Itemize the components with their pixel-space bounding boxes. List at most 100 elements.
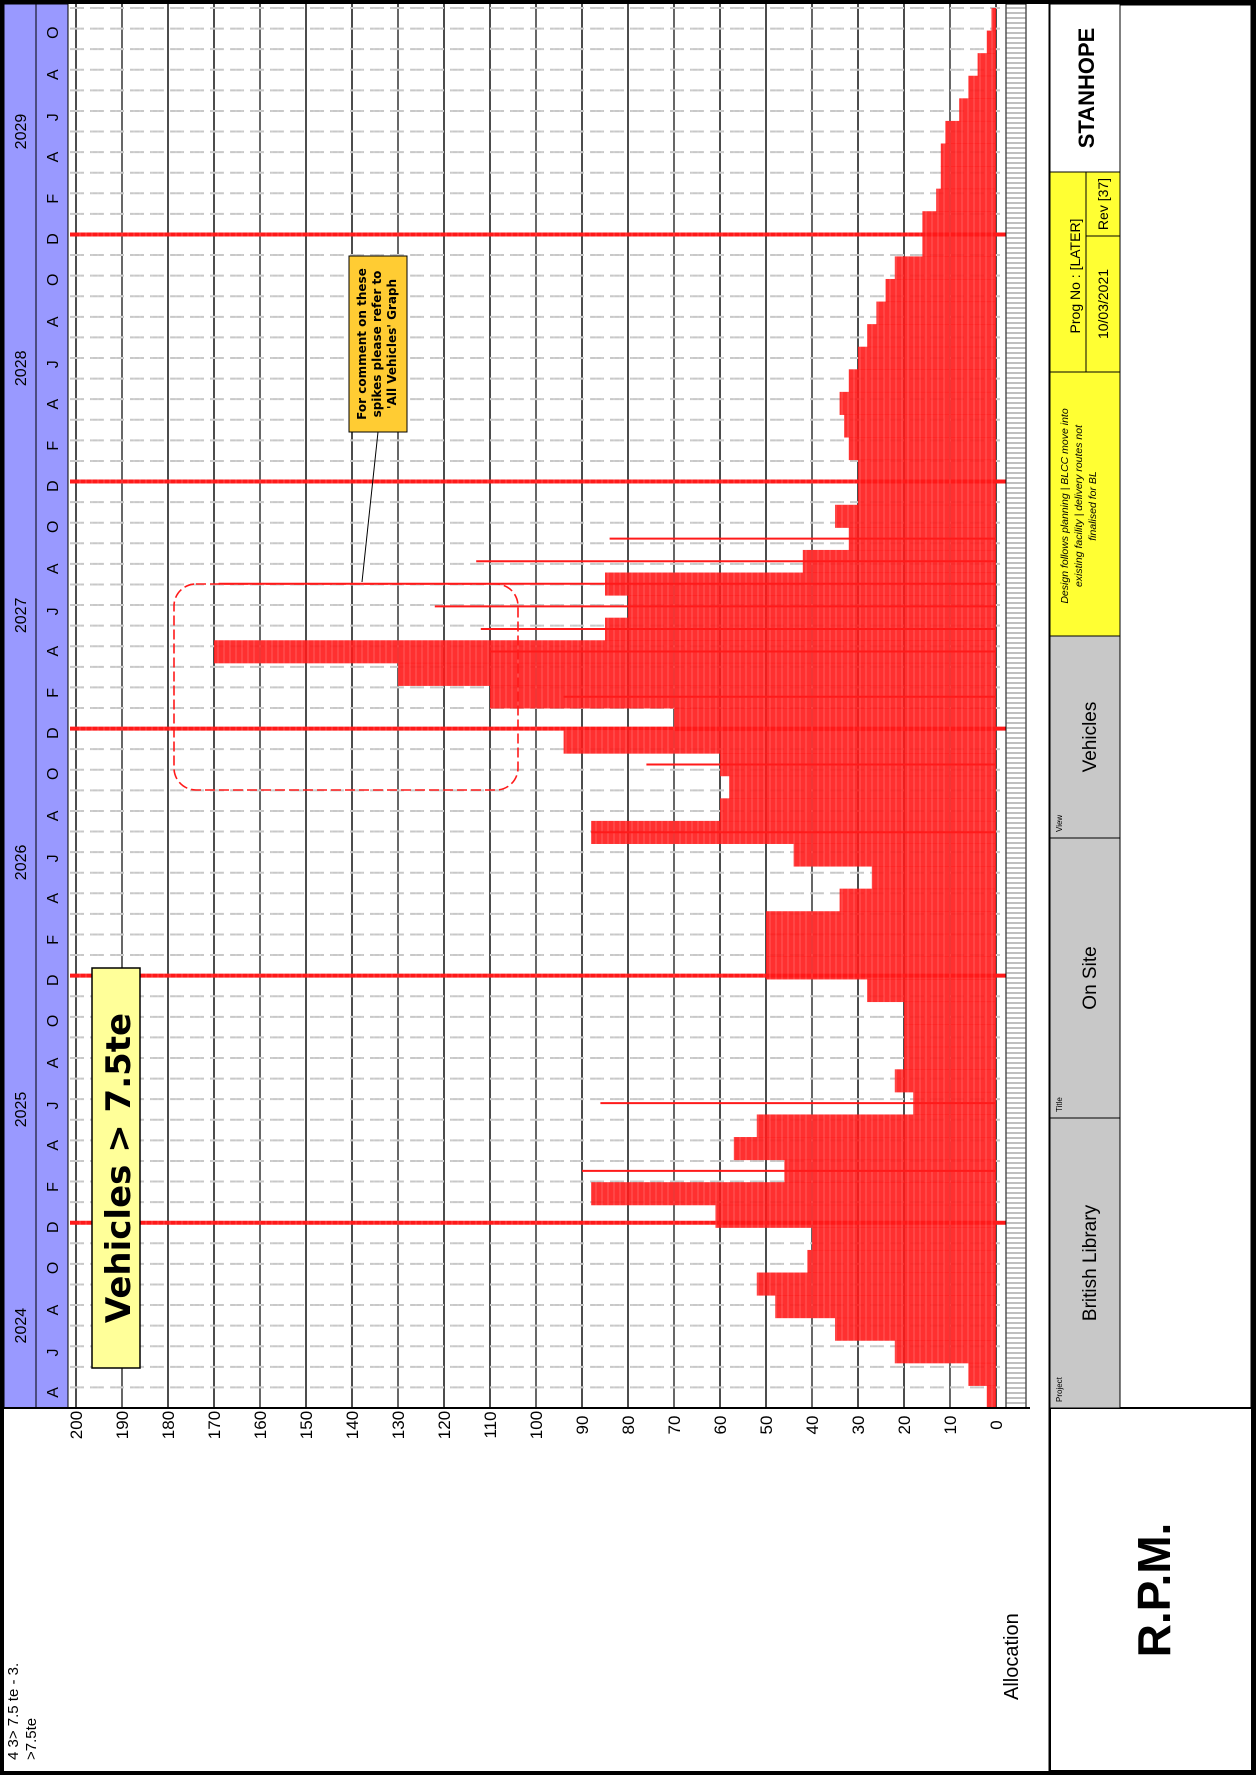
data-bar <box>766 933 996 957</box>
view-cell <box>1049 635 1121 839</box>
data-bar <box>922 233 996 257</box>
value-tick-label: 140 <box>343 1411 362 1439</box>
month-label: O <box>45 1262 62 1274</box>
data-bar <box>968 75 996 99</box>
legend-line-1: 4 3> 7.5 te - 3. <box>5 1663 22 1760</box>
data-bar <box>894 1340 996 1364</box>
data-bar <box>812 1227 996 1251</box>
data-bar <box>839 888 996 912</box>
data-bar <box>991 8 996 32</box>
month-label: F <box>45 688 62 698</box>
stanhope-logo: STANHOPE <box>1074 28 1099 149</box>
month-label: O <box>45 273 62 285</box>
data-bar <box>715 1204 996 1228</box>
value-tick-label: 50 <box>757 1416 776 1435</box>
data-bar <box>936 188 996 212</box>
value-tick-label: 200 <box>67 1411 86 1439</box>
month-label: A <box>45 1057 62 1068</box>
data-bar <box>894 256 996 280</box>
project-value: British Library <box>1080 1204 1101 1321</box>
month-label: J <box>45 1101 62 1109</box>
legend-line-2: >7.5te <box>23 1718 40 1760</box>
value-tick-label: 20 <box>895 1416 914 1435</box>
data-bar <box>729 775 996 799</box>
data-bar <box>835 504 996 528</box>
year-label: 2026 <box>13 845 30 881</box>
month-label: A <box>45 563 62 574</box>
month-label: A <box>45 1304 62 1315</box>
value-tick-label: 60 <box>711 1416 730 1435</box>
year-label: 2029 <box>13 114 30 150</box>
data-bar <box>945 120 996 144</box>
data-bar <box>858 482 996 506</box>
data-bar <box>977 53 996 77</box>
data-bar <box>858 459 996 483</box>
month-label: J <box>45 360 62 368</box>
data-bar <box>986 30 996 54</box>
view-caption: View <box>1055 815 1064 832</box>
data-bar <box>867 978 996 1003</box>
notes-text-line: existing facility | delivery routes not <box>1073 424 1085 587</box>
month-label: A <box>45 316 62 327</box>
data-bar <box>839 391 996 415</box>
month-label: F <box>45 935 62 945</box>
data-bar <box>844 414 996 438</box>
month-label: J <box>45 607 62 615</box>
month-label: F <box>45 1182 62 1192</box>
month-label: O <box>45 1015 62 1027</box>
month-label: D <box>45 974 62 986</box>
month-label: D <box>45 480 62 492</box>
data-bar <box>904 1024 996 1048</box>
callout-box <box>348 255 408 433</box>
title-value: On Site <box>1080 946 1101 1009</box>
data-bar <box>563 730 996 754</box>
prog-no: Prog No : [LATER] <box>1067 219 1083 334</box>
data-bar <box>867 324 996 348</box>
data-bar <box>720 798 996 822</box>
allocation-strip <box>1005 3 1027 1409</box>
value-tick-label: 120 <box>435 1411 454 1439</box>
data-bar <box>885 278 996 303</box>
data-bar <box>398 662 996 686</box>
notes-cell <box>1049 171 1121 637</box>
month-label: A <box>45 151 62 162</box>
data-bar <box>756 1114 996 1138</box>
data-bar <box>807 1249 996 1274</box>
logo-cell <box>1049 1407 1253 1772</box>
value-tick-label: 150 <box>297 1411 316 1439</box>
value-tick-label: 0 <box>987 1420 1006 1429</box>
data-bar <box>876 301 996 325</box>
month-label: A <box>45 646 62 657</box>
title-caption: Title <box>1055 1097 1064 1112</box>
revision: Rev [37] <box>1095 178 1111 230</box>
callout-text-line: spikes please refer to <box>370 271 384 418</box>
month-label: A <box>45 69 62 80</box>
month-label: A <box>45 398 62 409</box>
month-label: J <box>45 113 62 121</box>
month-label: A <box>45 1140 62 1151</box>
year-label: 2028 <box>13 350 30 386</box>
month-label: D <box>45 1221 62 1233</box>
value-tick-label: 180 <box>159 1411 178 1439</box>
year-label: 2025 <box>13 1092 30 1128</box>
data-bar <box>835 1317 996 1341</box>
data-bar <box>959 98 996 122</box>
value-tick-label: 80 <box>619 1416 638 1435</box>
value-tick-label: 160 <box>251 1411 270 1439</box>
view-value: Vehicles <box>1080 702 1101 773</box>
data-bar <box>793 843 996 867</box>
value-tick-label: 130 <box>389 1411 408 1439</box>
value-tick-label: 110 <box>481 1411 500 1438</box>
month-label: O <box>45 521 62 533</box>
month-label: J <box>45 1349 62 1357</box>
callout-text-line: For comment on these <box>355 268 369 420</box>
callout-text-line: 'All Vehicles' Graph <box>385 279 399 409</box>
data-bar <box>922 211 996 235</box>
company-cell <box>1049 3 1121 173</box>
year-label: 2024 <box>13 1308 30 1344</box>
data-bar <box>756 1272 996 1296</box>
rpm-logo: R.P.M. <box>1128 1523 1180 1658</box>
data-bar <box>904 1046 996 1070</box>
value-tick-label: 30 <box>849 1416 868 1435</box>
